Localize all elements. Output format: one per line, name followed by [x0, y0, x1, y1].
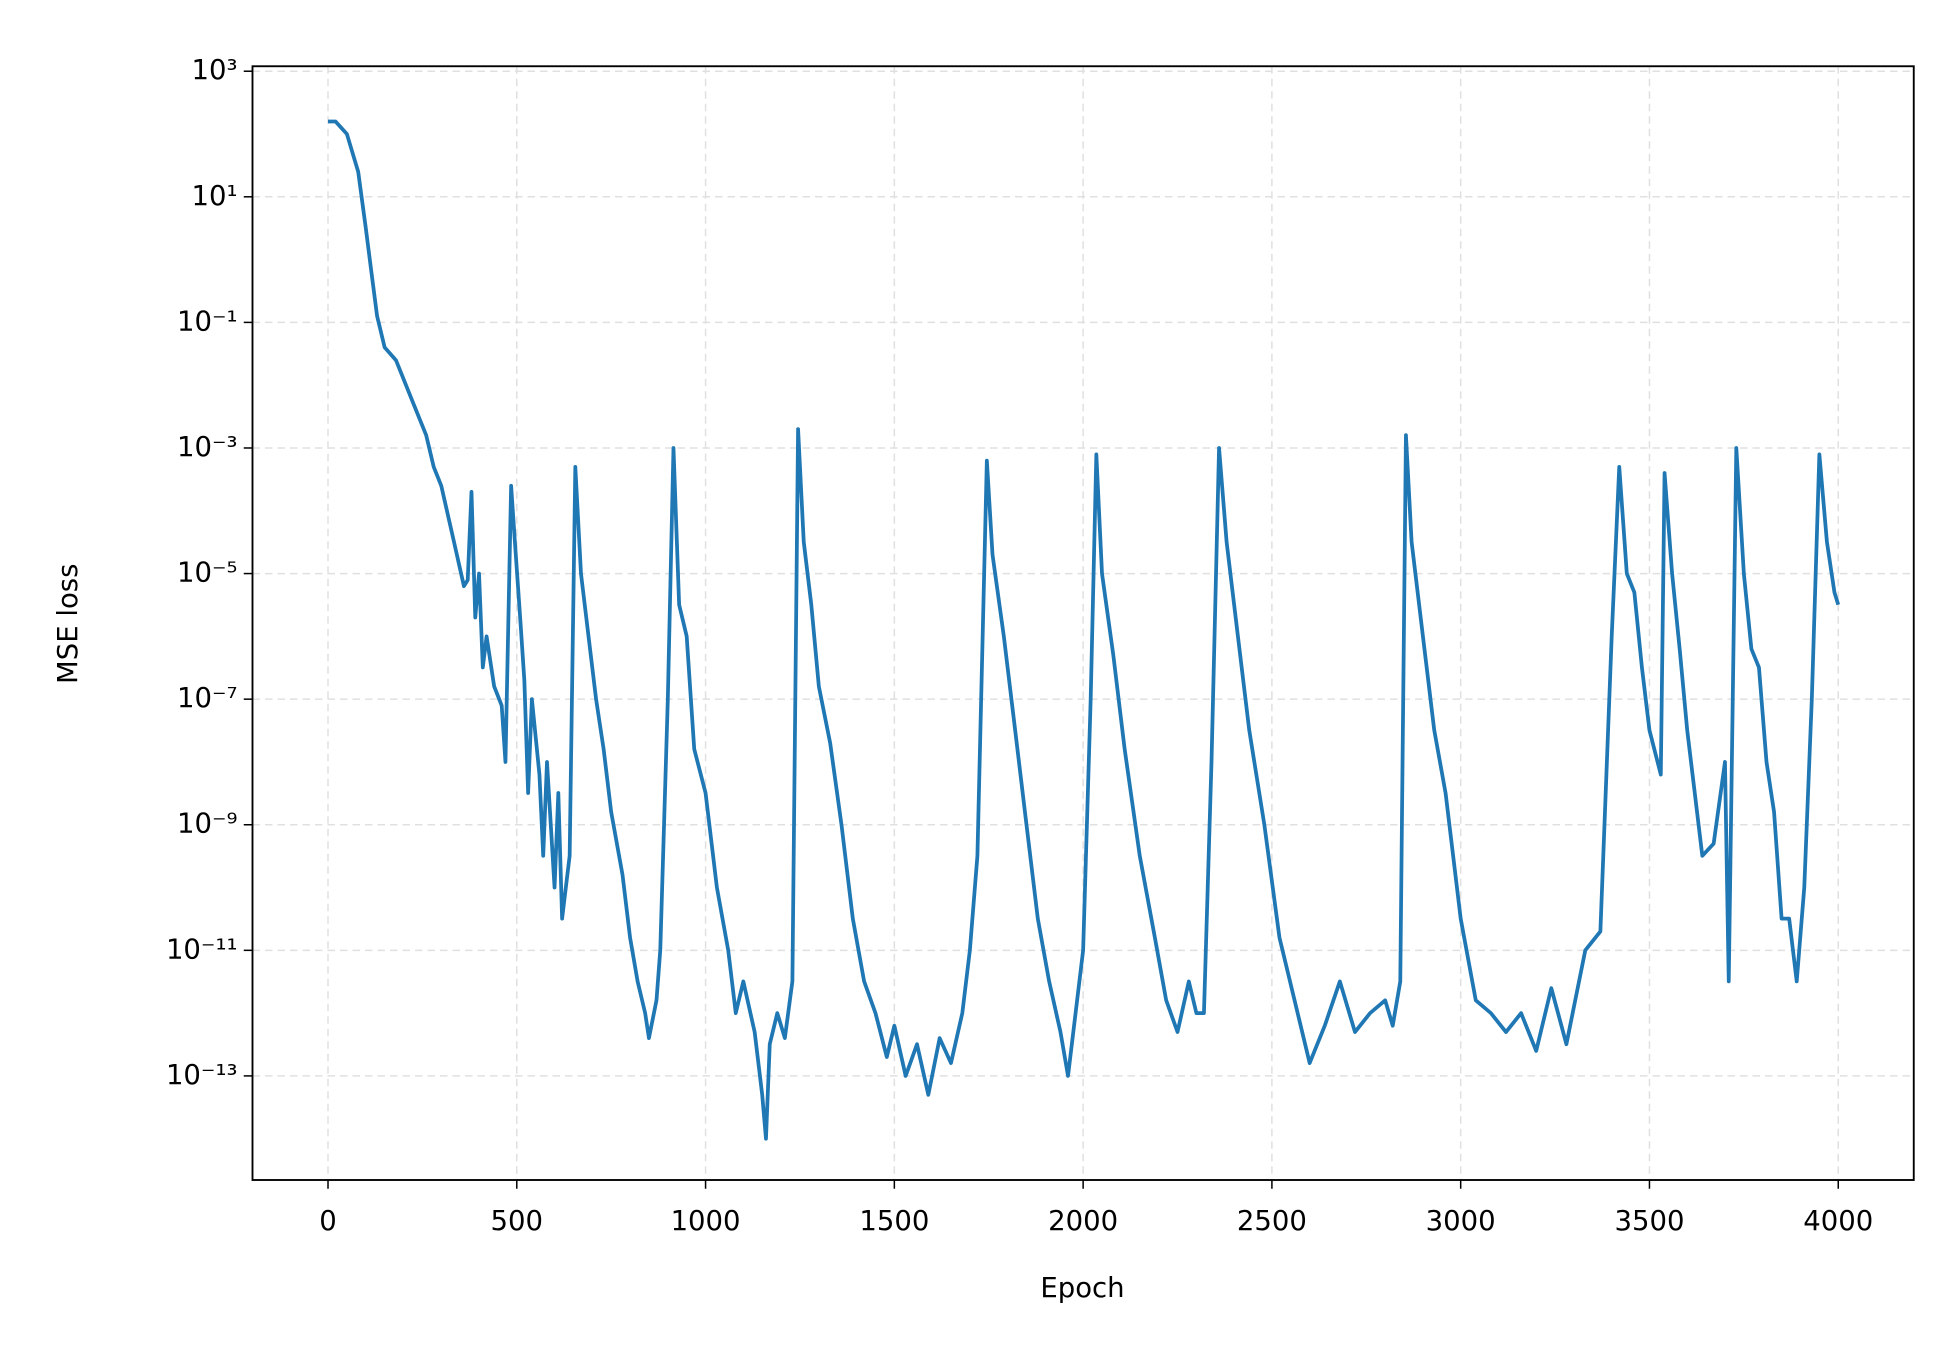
x-tick-label: 0 — [319, 1205, 337, 1237]
y-tick-label: 10⁻⁹ — [177, 808, 238, 840]
x-tick-label: 4000 — [1803, 1205, 1873, 1237]
y-tick-label: 10⁻¹¹ — [166, 933, 238, 965]
x-axis-label: Epoch — [1040, 1272, 1124, 1304]
x-tick-label: 500 — [491, 1205, 543, 1237]
x-tick-label: 1500 — [859, 1205, 929, 1237]
x-tick-label: 3500 — [1614, 1205, 1684, 1237]
y-tick-label: 10⁻¹³ — [166, 1059, 238, 1091]
x-tick-label: 1000 — [671, 1205, 741, 1237]
y-tick-label: 10⁻⁵ — [177, 557, 238, 589]
loss-line — [328, 119, 1841, 1141]
y-tick-label: 10⁻¹ — [177, 305, 238, 337]
y-axis-label: MSE loss — [52, 564, 84, 684]
ticks: 0 500 1000 1500 2000 2500 3000 3500 4000 10³ 10¹ 10… — [166, 54, 1873, 1237]
y-tick-label: 10³ — [191, 54, 237, 86]
y-tick-label: 10⁻⁷ — [177, 682, 238, 714]
x-tick-label: 2500 — [1237, 1205, 1307, 1237]
x-tick-label: 3000 — [1426, 1205, 1496, 1237]
y-tick-label: 10⁻³ — [177, 431, 238, 463]
plot-area — [328, 119, 1841, 1141]
y-tick-label: 10¹ — [191, 180, 237, 212]
x-tick-label: 2000 — [1048, 1205, 1118, 1237]
